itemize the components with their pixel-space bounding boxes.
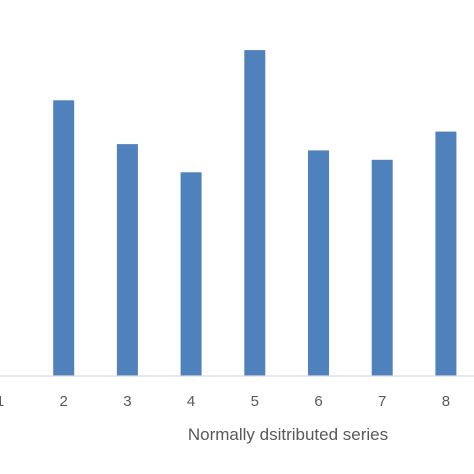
x-tick-label-6: 6 (314, 393, 322, 410)
bar-3 (116, 144, 138, 376)
bar-7 (371, 159, 393, 376)
x-tick-label-5: 5 (251, 393, 259, 410)
bar-4 (180, 172, 202, 376)
x-tick-label-4: 4 (187, 393, 195, 410)
x-tick-label-3: 3 (123, 393, 131, 410)
x-tick-label-1: 1 (0, 393, 4, 410)
bar-8 (435, 131, 457, 376)
bar-2 (53, 100, 75, 377)
x-tick-label-2: 2 (60, 393, 68, 410)
x-axis-title: Normally dsitributed series (188, 425, 388, 444)
bars-group (53, 50, 457, 377)
x-tick-label-8: 8 (442, 393, 450, 410)
x-tick-labels: 1 2 3 4 5 6 7 8 (0, 393, 450, 410)
x-tick-label-7: 7 (378, 393, 386, 410)
bar-5 (244, 50, 266, 376)
bar-6 (308, 150, 329, 376)
